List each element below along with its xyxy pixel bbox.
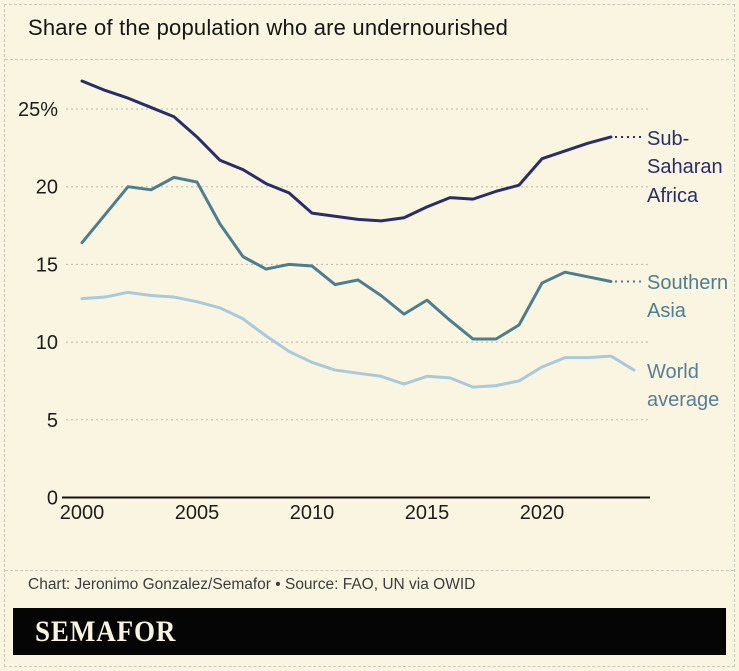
x-tick-label: 2015: [405, 502, 450, 524]
line-sub-saharan-africa: [80, 79, 613, 223]
logo-bar: SEMAFOR: [13, 608, 726, 655]
y-tick-label: 20: [36, 177, 58, 199]
y-tick-label: 10: [36, 332, 58, 354]
chart-title: Share of the population who are undernou…: [28, 15, 509, 40]
series-label-sub-saharan-africa: Sub-Saharan Africa: [647, 128, 723, 207]
y-tick-label: 25%: [18, 99, 58, 121]
line-world-average: [80, 290, 636, 389]
line-southern-asia: [80, 175, 613, 341]
series-label-world-average: World average: [647, 361, 720, 412]
y-tick-label: 0: [47, 488, 58, 510]
line-chart: 0 5 10 15 20 25% 2000 2005 2010 2015 2020: [18, 79, 650, 524]
footer-divider: [5, 570, 734, 571]
semafor-logo: SEMAFOR: [35, 614, 177, 648]
credit-line: Chart: Jeronimo Gonzalez/Semafor • Sourc…: [28, 576, 476, 593]
title-divider: [5, 59, 734, 60]
x-tick-label: 2000: [60, 502, 105, 524]
y-tick-label: 15: [36, 254, 58, 276]
y-tick-label: 5: [47, 410, 58, 432]
series-label-southern-asia: Southern Asia: [647, 272, 729, 323]
x-tick-label: 2020: [520, 502, 565, 524]
x-tick-label: 2005: [175, 502, 220, 524]
x-tick-label: 2010: [290, 502, 335, 524]
